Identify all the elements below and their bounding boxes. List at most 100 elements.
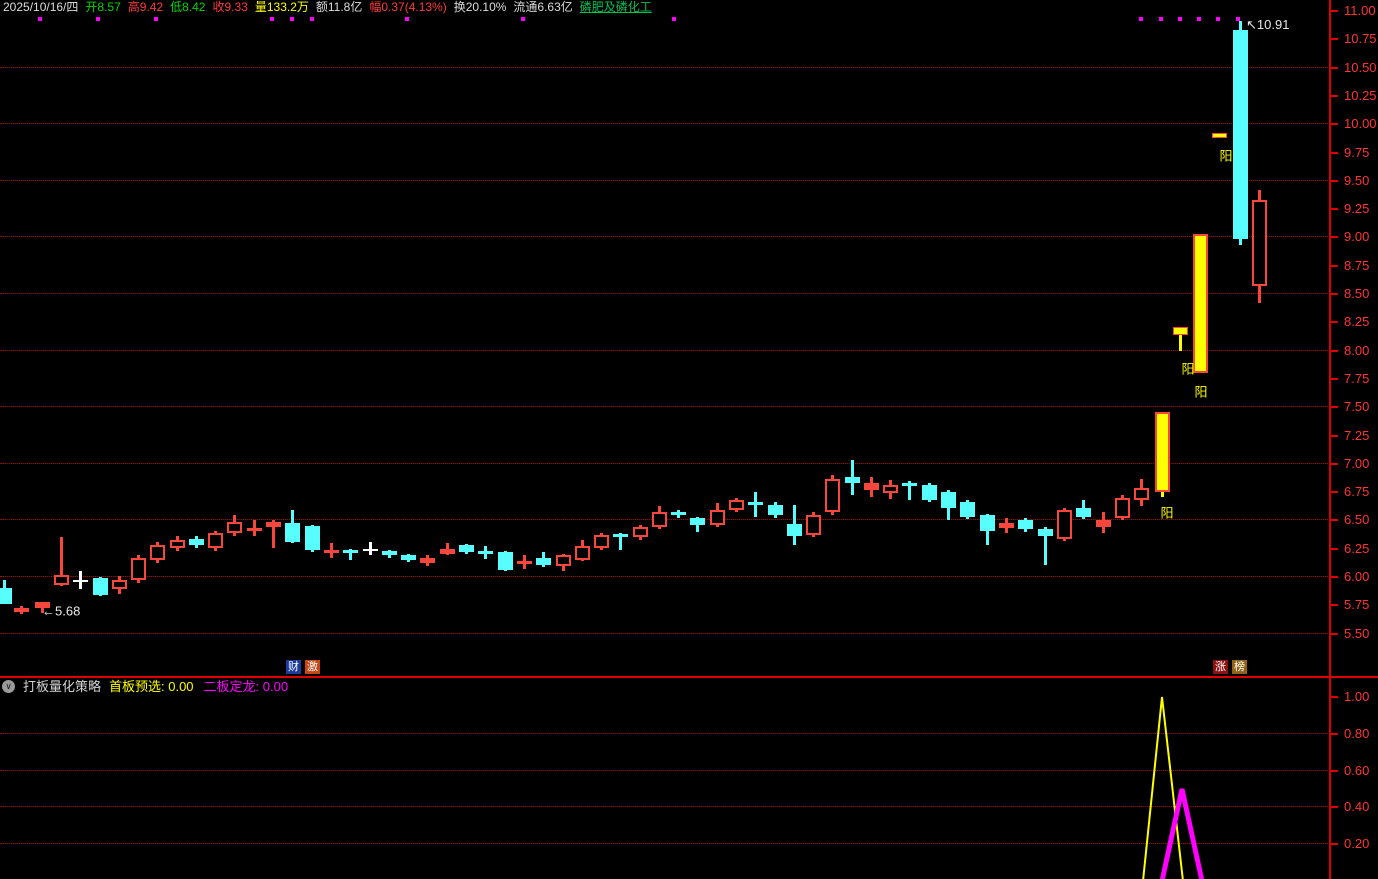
candle	[594, 535, 609, 548]
price-axis-label: 7.00	[1344, 455, 1370, 471]
candle	[787, 523, 802, 537]
status-field: 高9.42	[127, 0, 164, 14]
panel-splitter[interactable]	[0, 676, 1378, 678]
candle	[633, 527, 648, 538]
candle	[1076, 507, 1091, 517]
info-badge[interactable]: 榜	[1232, 660, 1247, 674]
candle	[748, 502, 763, 506]
candle	[478, 550, 493, 554]
signal-dot	[672, 17, 676, 21]
signal-dot	[290, 17, 294, 21]
gridline	[0, 806, 1330, 808]
candle	[131, 557, 146, 581]
info-badge[interactable]: 财	[286, 660, 301, 674]
limit-up-label: 阳	[1219, 148, 1233, 164]
signal-dot	[1159, 17, 1163, 21]
price-axis-label: 6.00	[1344, 569, 1370, 584]
candle	[1233, 30, 1248, 239]
candle-wick	[1044, 527, 1047, 565]
candle	[170, 539, 185, 548]
indicator-field: 二板定龙: 0.00	[203, 679, 289, 694]
axis-tick	[1329, 547, 1338, 550]
price-axis-label: 10.00	[1344, 116, 1377, 132]
candle	[54, 574, 69, 585]
candle	[363, 548, 378, 551]
price-axis-label: 6.75	[1344, 484, 1370, 500]
axis-tick	[1329, 349, 1338, 352]
price-axis-label: 6.50	[1344, 512, 1370, 528]
gridline	[0, 123, 1330, 125]
limit-up-label: 阳	[1160, 505, 1174, 521]
price-axis-label: 6.25	[1344, 540, 1370, 556]
signal-dot	[96, 17, 100, 21]
candle	[420, 557, 435, 564]
candle	[1115, 497, 1130, 519]
price-axis-label: 9.25	[1344, 201, 1370, 217]
candle	[93, 578, 108, 596]
axis-tick	[1329, 236, 1338, 239]
candle	[729, 500, 744, 511]
candle	[1057, 510, 1072, 539]
signal-dot	[1139, 17, 1143, 21]
axis-tick	[1329, 38, 1338, 41]
candle	[999, 522, 1014, 529]
candle	[0, 588, 12, 605]
candle	[1212, 133, 1227, 139]
gridline	[0, 66, 1330, 68]
price-axis-label: 9.50	[1344, 172, 1370, 188]
indicator-axis-label: 0.20	[1344, 836, 1370, 852]
gridline	[0, 293, 1330, 294]
axis-tick	[1329, 769, 1338, 772]
indicator-title[interactable]: 打板量化策略	[23, 679, 102, 694]
signal-dot	[270, 17, 274, 21]
price-axis-line	[1329, 0, 1331, 879]
axis-tick	[1329, 491, 1338, 494]
axis-tick	[1329, 696, 1338, 698]
price-axis-label: 8.75	[1344, 257, 1370, 273]
candle-wick	[349, 548, 352, 560]
status-field: 流通6.63亿	[513, 0, 573, 14]
info-badge[interactable]: 涨	[1213, 660, 1228, 674]
candle	[150, 545, 165, 560]
price-axis-label: 8.25	[1344, 314, 1370, 330]
candle	[498, 552, 513, 571]
candle	[382, 550, 397, 556]
candle	[575, 546, 590, 560]
candle-wick	[41, 601, 44, 614]
axis-tick	[1329, 519, 1338, 522]
candle	[35, 601, 50, 608]
candle-wick	[908, 480, 911, 500]
signal-dot	[1236, 17, 1240, 21]
signal-dot	[521, 17, 525, 21]
gridline	[0, 843, 1330, 845]
gridline	[0, 179, 1330, 181]
axis-tick	[1329, 843, 1338, 846]
axis-tick	[1329, 264, 1338, 267]
chevron-down-icon[interactable]: ∨	[2, 680, 15, 693]
price-axis-label: 11.00	[1344, 3, 1376, 18]
candle	[1038, 529, 1053, 537]
sector-link[interactable]: 磷肥及磷化工	[579, 0, 652, 14]
indicator-axis-label: 1.00	[1344, 689, 1370, 704]
candle	[536, 557, 551, 565]
indicator-axis-label: 0.60	[1344, 762, 1370, 778]
info-badge[interactable]: 激	[305, 660, 320, 674]
price-axis-label: 9.75	[1344, 144, 1370, 160]
candle	[324, 549, 339, 553]
axis-tick	[1329, 806, 1338, 809]
axis-tick	[1329, 377, 1338, 380]
axis-tick	[1329, 293, 1338, 295]
price-annotation: ↖10.91	[1246, 17, 1290, 32]
price-annotation: ←5.68	[42, 603, 81, 619]
price-axis-label: 9.00	[1344, 229, 1370, 245]
signal-dot	[405, 17, 409, 21]
gridline	[0, 349, 1330, 351]
candle	[1252, 200, 1267, 287]
candle	[1096, 520, 1111, 528]
candle	[227, 521, 242, 533]
candle	[845, 477, 860, 484]
candle	[941, 492, 956, 508]
candle	[517, 561, 532, 565]
axis-tick	[1329, 434, 1338, 437]
